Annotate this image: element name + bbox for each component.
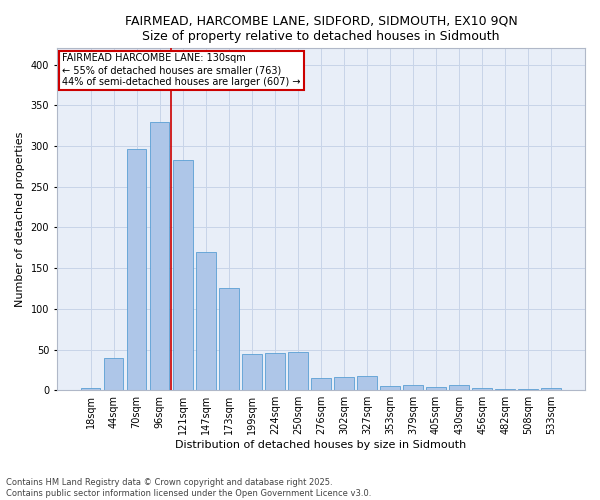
Bar <box>127 150 146 390</box>
Text: FAIRMEAD HARCOMBE LANE: 130sqm
← 55% of detached houses are smaller (763)
44% of: FAIRMEAD HARCOMBE LANE: 130sqm ← 55% of … <box>62 54 301 86</box>
Bar <box>104 358 124 390</box>
Title: FAIRMEAD, HARCOMBE LANE, SIDFORD, SIDMOUTH, EX10 9QN
Size of property relative t: FAIRMEAD, HARCOMBE LANE, SIDFORD, SIDMOU… <box>125 15 517 43</box>
Bar <box>150 122 169 390</box>
Bar <box>403 386 423 390</box>
Bar <box>265 353 284 390</box>
Bar <box>173 160 193 390</box>
Bar <box>242 354 262 390</box>
Bar <box>380 386 400 390</box>
Bar <box>449 386 469 390</box>
Bar <box>311 378 331 390</box>
Bar <box>541 388 561 390</box>
Bar <box>334 377 354 390</box>
Bar <box>357 376 377 390</box>
Bar <box>472 388 492 390</box>
X-axis label: Distribution of detached houses by size in Sidmouth: Distribution of detached houses by size … <box>175 440 467 450</box>
Bar <box>288 352 308 390</box>
Bar <box>81 388 100 390</box>
Bar <box>426 387 446 390</box>
Bar <box>219 288 239 390</box>
Y-axis label: Number of detached properties: Number of detached properties <box>15 132 25 307</box>
Bar <box>196 252 215 390</box>
Text: Contains HM Land Registry data © Crown copyright and database right 2025.
Contai: Contains HM Land Registry data © Crown c… <box>6 478 371 498</box>
